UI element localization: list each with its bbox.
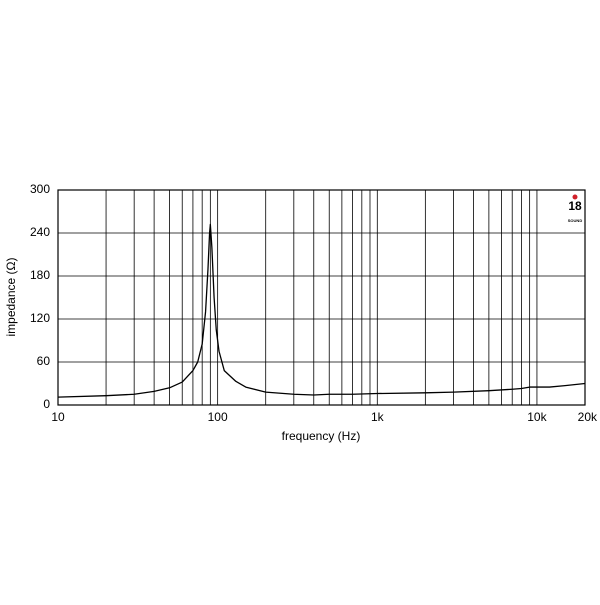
logo-mark [572,194,578,200]
y-tick-label: 180 [30,268,50,282]
impedance-curve [57,223,586,398]
y-tick-label: 120 [30,311,50,325]
logo-number: 18 [568,199,582,213]
x-tick-label: 20k [578,410,598,424]
x-tick-label: 10k [527,410,547,424]
x-tick-label: 100 [208,410,228,424]
y-tick-label: 60 [37,354,51,368]
plot-frame [57,189,586,406]
x-axis-label: frequency (Hz) [282,429,361,443]
logo-text: SOUND [568,218,583,223]
y-tick-label: 0 [43,397,50,411]
y-tick-label: 300 [30,182,50,196]
y-axis-label: impedance (Ω) [4,257,18,336]
x-tick-label: 10 [51,410,65,424]
x-tick-label: 1k [371,410,385,424]
y-tick-label: 240 [30,225,50,239]
